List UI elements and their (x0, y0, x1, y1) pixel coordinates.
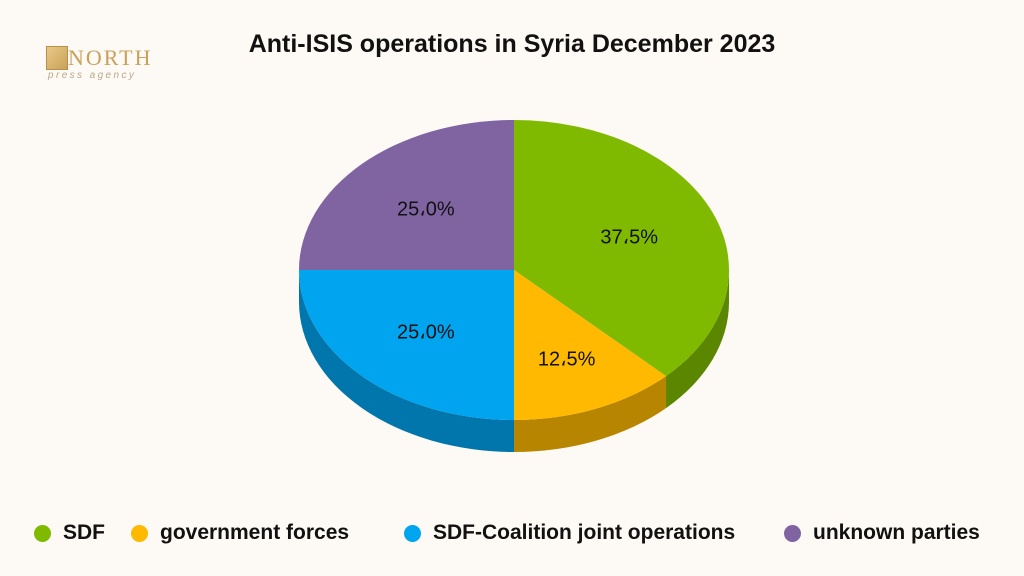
pie-slice-sdf (514, 120, 729, 377)
pie-chart: 37،5% 12،5% 25،0% 25،0% (299, 120, 729, 452)
legend-item-government-forces: government forces (131, 516, 349, 550)
logo-mark-icon (46, 46, 68, 70)
legend-swatch-sdf-coalition (404, 524, 421, 542)
pie-side-sdf-coalition-joint-operations (299, 270, 514, 452)
chart-title: Anti-ISIS operations in Syria December 2… (248, 30, 776, 58)
pie-side-government-forces (514, 376, 667, 452)
data-label-sdf: 37،5% (600, 227, 658, 249)
legend-swatch-sdf (34, 524, 51, 542)
legend-label-unknown-parties: unknown parties (813, 521, 980, 544)
legend-item-sdf: SDF (34, 516, 105, 550)
data-label-sdf-coalition-joint-operations: 25،0% (397, 322, 455, 344)
legend-item-sdf-coalition: SDF-Coalition joint operations (404, 516, 735, 550)
pie-side-sdf (666, 270, 729, 409)
legend-item-unknown-parties: unknown parties (784, 516, 980, 550)
legend-label-sdf: SDF (63, 521, 105, 544)
pie-slice-unknown-parties (299, 120, 514, 270)
north-press-agency-logo: NORTH press agency (46, 44, 161, 84)
data-label-unknown-parties: 25،0% (397, 198, 455, 220)
data-label-government-forces: 12،5% (538, 349, 596, 371)
pie-slice-sdf-coalition-joint-operations (299, 270, 514, 420)
pie-slice-government-forces (514, 270, 667, 420)
chart-legend: SDF government forces SDF-Coalition join… (0, 516, 1024, 550)
legend-swatch-unknown-parties (784, 524, 801, 542)
legend-label-sdf-coalition: SDF-Coalition joint operations (433, 521, 736, 544)
logo-wordmark: NORTH (68, 45, 153, 70)
legend-swatch-government-forces (131, 524, 148, 542)
logo-subtitle: press agency (48, 70, 137, 81)
legend-label-government-forces: government forces (160, 521, 350, 544)
